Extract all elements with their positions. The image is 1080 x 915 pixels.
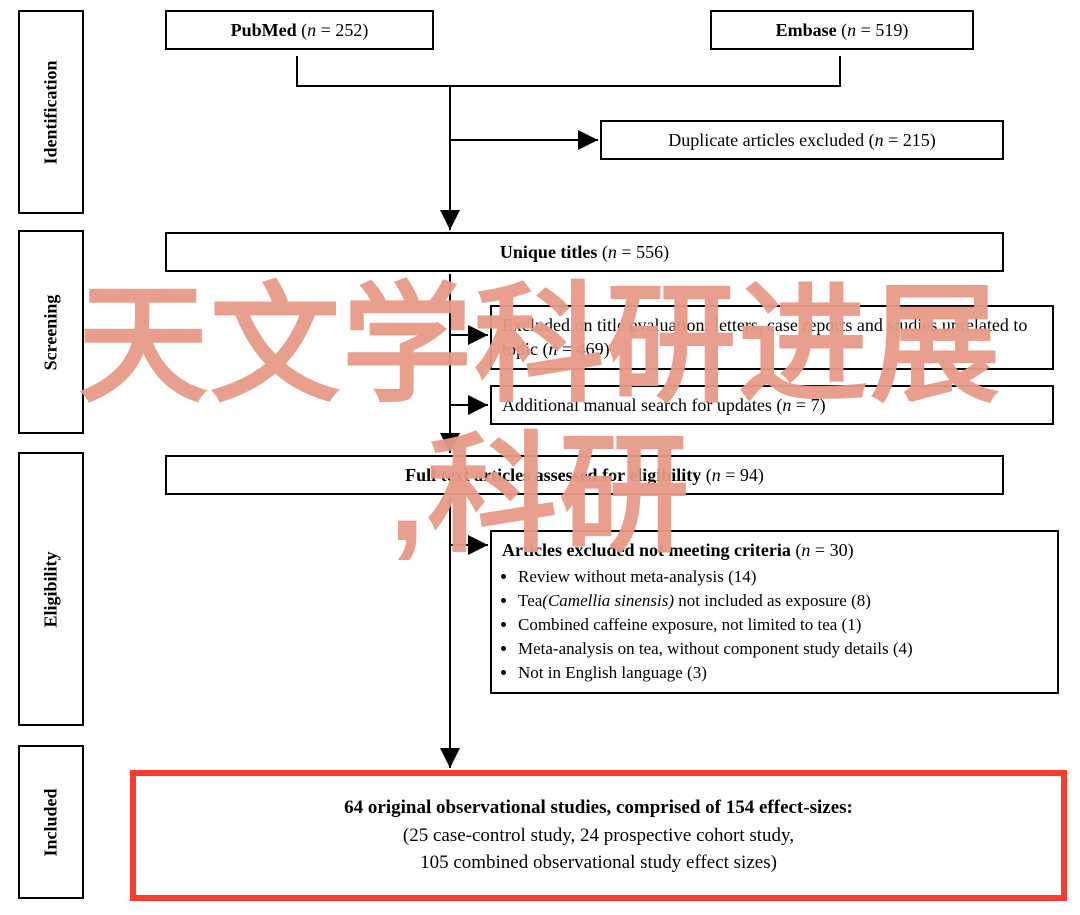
stage-included-label: Included <box>41 788 62 856</box>
node-final-line2: (25 case-control study, 24 prospective c… <box>403 825 794 846</box>
stage-screening-label: Screening <box>41 294 62 370</box>
node-title-eval-n: 469 <box>577 339 604 359</box>
stage-eligibility-label: Eligibility <box>41 551 62 627</box>
excl-criteria-item: Not in English language (3) <box>518 662 1047 685</box>
node-unique-titles-label: Unique titles <box>500 242 598 262</box>
stage-screening: Screening <box>18 230 84 434</box>
node-dup-excluded-n: 215 <box>903 130 930 150</box>
node-unique-titles: Unique titles (n = 556) <box>165 232 1004 272</box>
node-embase: Embase (n = 519) <box>710 10 974 50</box>
node-manual-updates: Additional manual search for updates (n … <box>490 385 1054 425</box>
node-embase-n: 519 <box>875 20 902 40</box>
node-pubmed-label: PubMed <box>231 20 297 40</box>
node-final-included: 64 original observational studies, compr… <box>130 770 1067 901</box>
node-unique-titles-n: 556 <box>636 242 663 262</box>
node-excl-criteria: Articles excluded not meeting criteria (… <box>490 530 1059 694</box>
node-dup-excluded-label: Duplicate articles excluded <box>668 130 864 150</box>
stage-included: Included <box>18 745 84 899</box>
node-excl-criteria-title: Articles excluded not meeting criteria <box>502 540 791 560</box>
stage-identification: Identification <box>18 10 84 214</box>
node-fulltext-label: Full text articles assessed for eligibil… <box>405 465 701 485</box>
node-title-eval-excluded: Excluded on title evaluation: letters, c… <box>490 305 1054 370</box>
excl-criteria-item: Review without meta-analysis (14) <box>518 566 1047 589</box>
excl-criteria-item: Tea(Camellia sinensis) not included as e… <box>518 590 1047 613</box>
node-dup-excluded: Duplicate articles excluded (n = 215) <box>600 120 1004 160</box>
node-fulltext-n: 94 <box>740 465 758 485</box>
excl-criteria-item: Meta-analysis on tea, without component … <box>518 638 1047 661</box>
node-pubmed-n: 252 <box>335 20 362 40</box>
node-manual-n: 7 <box>811 395 820 415</box>
node-excl-criteria-n: 30 <box>830 540 848 560</box>
node-manual-label: Additional manual search for updates <box>502 395 772 415</box>
excl-criteria-item: Combined caffeine exposure, not limited … <box>518 614 1047 637</box>
node-pubmed: PubMed (n = 252) <box>165 10 434 50</box>
excl-criteria-list: Review without meta-analysis (14) Tea(Ca… <box>518 566 1047 685</box>
node-final-line1: 64 original observational studies, compr… <box>344 797 853 818</box>
stage-eligibility: Eligibility <box>18 452 84 726</box>
node-final-line3: 105 combined observational study effect … <box>420 852 777 873</box>
node-embase-label: Embase <box>776 20 837 40</box>
node-fulltext: Full text articles assessed for eligibil… <box>165 455 1004 495</box>
stage-identification-label: Identification <box>41 60 62 164</box>
